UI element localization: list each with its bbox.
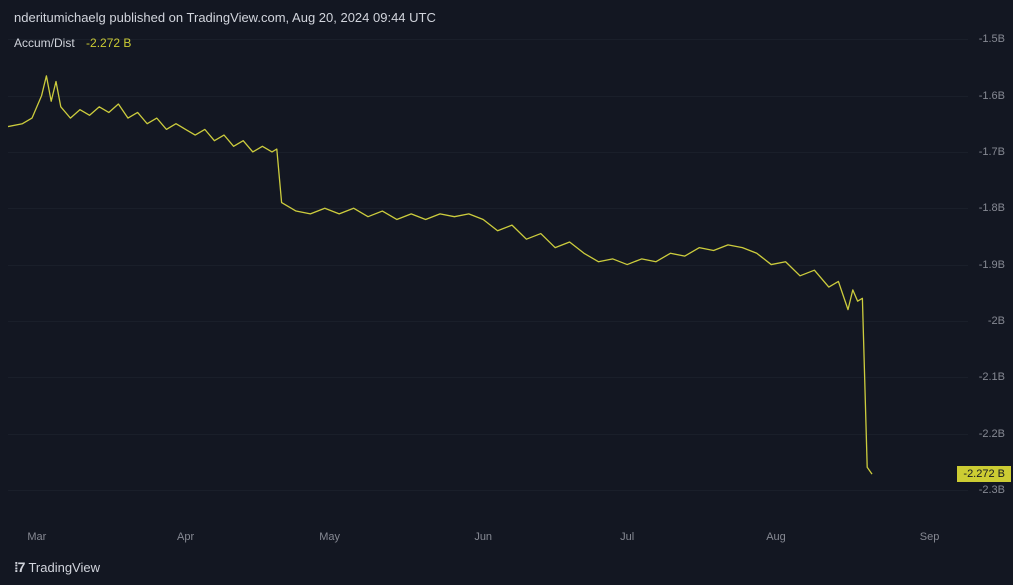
y-axis-label: -2B [988, 315, 1009, 327]
y-axis-label: -2.2B [979, 428, 1009, 440]
grid-line [8, 208, 968, 209]
chart-area[interactable] [8, 28, 968, 528]
last-price-tag: -2.272 B [957, 466, 1011, 482]
publish-header: nderitumichaelg published on TradingView… [14, 10, 436, 25]
timestamp: Aug 20, 2024 09:44 UTC [292, 10, 436, 25]
brand-footer: ⁞7 TradingView [14, 559, 100, 575]
brand-text: TradingView [28, 560, 100, 575]
site-link[interactable]: TradingView.com [187, 10, 286, 25]
grid-line [8, 434, 968, 435]
y-axis-label: -2.3B [979, 484, 1009, 496]
y-axis-label: -1.9B [979, 259, 1009, 271]
x-axis-label: Apr [177, 531, 194, 543]
y-axis-label: -1.7B [979, 146, 1009, 158]
grid-line [8, 265, 968, 266]
x-axis-label: Jun [474, 531, 492, 543]
x-axis-label: May [319, 531, 340, 543]
grid-line [8, 152, 968, 153]
x-axis-label: Jul [620, 531, 634, 543]
author: nderitumichaelg [14, 10, 106, 25]
y-axis-label: -1.8B [979, 202, 1009, 214]
line-chart-svg [8, 28, 968, 518]
y-axis-label: -1.6B [979, 90, 1009, 102]
verb: published on [109, 10, 183, 25]
y-axis-label: -1.5B [979, 33, 1009, 45]
x-axis-label: Aug [766, 531, 786, 543]
x-axis-label: Mar [27, 531, 46, 543]
grid-line [8, 377, 968, 378]
grid-line [8, 39, 968, 40]
grid-line [8, 321, 968, 322]
grid-line [8, 96, 968, 97]
series-line [8, 76, 872, 474]
x-axis-label: Sep [920, 531, 940, 543]
grid-line [8, 490, 968, 491]
tradingview-icon: ⁞7 [14, 559, 24, 575]
y-axis-label: -2.1B [979, 371, 1009, 383]
